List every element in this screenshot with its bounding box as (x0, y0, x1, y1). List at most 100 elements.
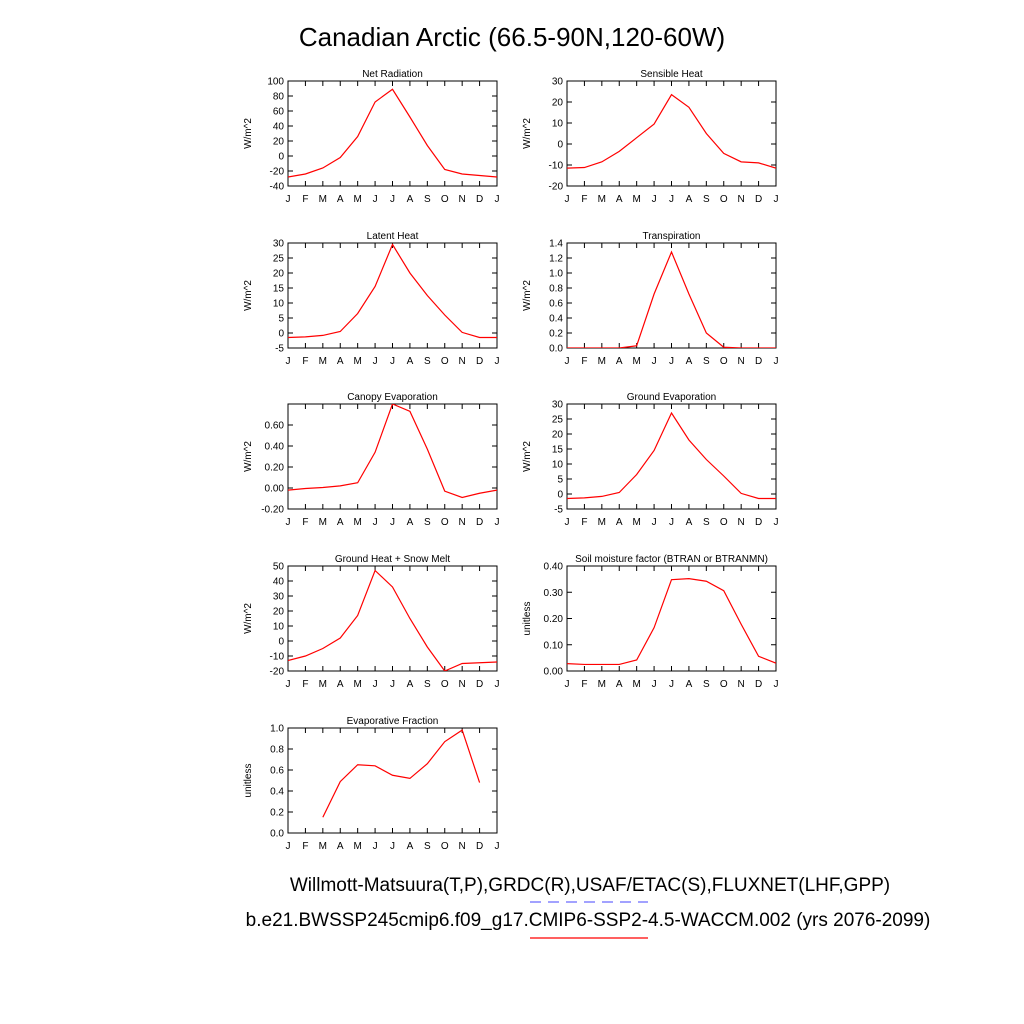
x-tick-label: A (616, 517, 623, 528)
y-tick-label: -5 (554, 505, 563, 516)
y-tick-label: 1.0 (270, 724, 284, 735)
y-tick-label: 50 (273, 562, 285, 573)
x-tick-label: J (373, 517, 378, 528)
panel-soil-moisture-factor-btran-or-btranmn: Soil moisture factor (BTRAN or BTRANMN) 0… (522, 554, 779, 690)
x-tick-label: J (286, 679, 291, 690)
x-tick-label: N (459, 194, 466, 205)
x-tick-label: J (565, 356, 570, 367)
x-tick-label: O (720, 679, 728, 690)
panel-title: Latent Heat (367, 231, 419, 242)
y-tick-label: 15 (552, 445, 564, 456)
x-tick-label: J (669, 356, 674, 367)
y-tick-label: 20 (273, 137, 285, 148)
x-tick-label: A (686, 356, 693, 367)
x-tick-label: J (774, 356, 779, 367)
y-tick-label: 15 (273, 284, 285, 295)
x-tick-label: J (373, 841, 378, 852)
y-tick-label: 10 (552, 460, 564, 471)
x-tick-label: J (373, 356, 378, 367)
y-axis-label: W/m^2 (522, 441, 533, 472)
x-tick-label: J (286, 841, 291, 852)
y-tick-label: 40 (273, 577, 285, 588)
y-tick-label: 0 (278, 637, 284, 648)
x-tick-label: M (353, 841, 361, 852)
x-tick-label: A (407, 841, 414, 852)
x-tick-label: M (598, 356, 606, 367)
x-tick-label: S (424, 841, 431, 852)
y-tick-label: 30 (552, 400, 564, 411)
y-tick-label: 0.20 (544, 614, 564, 625)
x-tick-label: N (738, 679, 745, 690)
x-tick-label: M (319, 517, 327, 528)
x-tick-label: A (407, 356, 414, 367)
series-line (288, 243, 497, 339)
y-tick-label: 10 (273, 622, 285, 633)
y-tick-label: 10 (552, 119, 564, 130)
y-tick-label: 0.20 (265, 463, 285, 474)
x-tick-label: F (302, 517, 308, 528)
y-tick-label: 20 (273, 269, 285, 280)
x-tick-label: A (686, 679, 693, 690)
x-tick-label: O (441, 194, 449, 205)
y-tick-label: 0.2 (549, 329, 563, 340)
x-tick-label: S (424, 517, 431, 528)
x-tick-label: D (476, 356, 483, 367)
x-tick-label: M (319, 356, 327, 367)
x-tick-label: J (565, 679, 570, 690)
x-tick-label: A (337, 679, 344, 690)
x-tick-label: A (616, 356, 623, 367)
x-tick-label: M (353, 679, 361, 690)
x-tick-label: M (319, 679, 327, 690)
figure-title: Canadian Arctic (66.5-90N,120-60W) (299, 22, 725, 52)
panel-ground-heat-snow-melt: Ground Heat + Snow Melt -20 -10 0 10 20 30 40 50… (243, 554, 500, 690)
x-tick-label: J (565, 517, 570, 528)
x-tick-label: J (565, 194, 570, 205)
plot-frame (566, 242, 777, 349)
y-tick-label: 0.6 (549, 299, 563, 310)
y-tick-label: 0.4 (549, 314, 563, 325)
y-axis-label: unitless (522, 602, 533, 636)
panel-title: Canopy Evaporation (347, 392, 438, 403)
panel-title: Sensible Heat (640, 69, 702, 80)
x-tick-label: J (774, 679, 779, 690)
x-tick-label: F (581, 356, 587, 367)
x-tick-label: N (459, 679, 466, 690)
x-tick-label: D (755, 679, 762, 690)
y-tick-label: 0 (278, 152, 284, 163)
x-tick-label: J (495, 517, 500, 528)
plot-frame (566, 403, 777, 510)
y-tick-label: 80 (273, 92, 285, 103)
y-tick-label: 1.4 (549, 239, 563, 250)
y-tick-label: -20 (270, 167, 285, 178)
obs-legend-text: Willmott-Matsuura(T,P),GRDC(R),USAF/ETAC… (290, 875, 890, 896)
plot-frame (287, 565, 498, 672)
x-tick-label: N (738, 517, 745, 528)
y-tick-label: 20 (552, 98, 564, 109)
x-tick-label: J (652, 194, 657, 205)
y-tick-label: 25 (273, 254, 285, 265)
panel-title: Soil moisture factor (BTRAN or BTRANMN) (575, 554, 768, 565)
x-tick-label: J (495, 679, 500, 690)
x-tick-label: O (441, 679, 449, 690)
x-tick-label: J (652, 679, 657, 690)
y-tick-label: 25 (552, 415, 564, 426)
x-tick-label: F (302, 194, 308, 205)
y-tick-label: 0 (278, 329, 284, 340)
x-tick-label: S (424, 356, 431, 367)
x-tick-label: M (353, 356, 361, 367)
y-tick-label: -0.20 (261, 505, 284, 516)
plot-frame (566, 80, 777, 187)
y-axis-label: W/m^2 (243, 441, 254, 472)
y-tick-label: 10 (273, 299, 285, 310)
x-tick-label: A (337, 517, 344, 528)
x-tick-label: D (755, 517, 762, 528)
series-line (567, 93, 776, 169)
x-tick-label: S (703, 194, 710, 205)
